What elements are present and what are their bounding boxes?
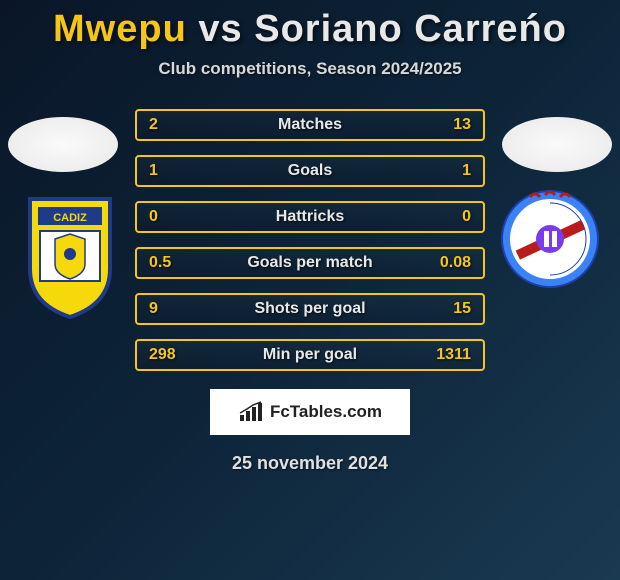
stat-label: Goals	[288, 162, 332, 180]
stat-left-value: 0.5	[149, 254, 189, 272]
stat-label: Hattricks	[276, 208, 344, 226]
stat-right-value: 0.08	[431, 254, 471, 272]
stat-row-gpm: 0.5 Goals per match 0.08	[135, 247, 485, 279]
player1-name: Mwepu	[53, 8, 187, 50]
subtitle: Club competitions, Season 2024/2025	[0, 59, 620, 79]
club-badge-right	[500, 189, 600, 319]
stat-left-value: 0	[149, 208, 189, 226]
main-area: CADIZ 2 Matches 13 1 Goals 1	[0, 109, 620, 371]
stats-column: 2 Matches 13 1 Goals 1 0 Hattricks 0 0.5…	[135, 109, 485, 371]
chart-icon	[238, 401, 264, 423]
deportivo-badge-icon	[500, 189, 600, 289]
stat-label: Matches	[278, 116, 342, 134]
stat-right-value: 13	[431, 116, 471, 134]
vs-separator: vs	[198, 8, 242, 50]
club-badge-left: CADIZ	[20, 189, 120, 319]
stat-label: Min per goal	[263, 346, 357, 364]
stat-row-mpg: 298 Min per goal 1311	[135, 339, 485, 371]
player1-avatar	[8, 117, 118, 172]
svg-text:CADIZ: CADIZ	[53, 212, 87, 224]
stat-left-value: 9	[149, 300, 189, 318]
stat-row-matches: 2 Matches 13	[135, 109, 485, 141]
player2-name: Soriano Carreńo	[254, 8, 567, 50]
stat-left-value: 2	[149, 116, 189, 134]
stat-left-value: 298	[149, 346, 189, 364]
stat-row-goals: 1 Goals 1	[135, 155, 485, 187]
stat-right-value: 0	[431, 208, 471, 226]
player2-avatar	[502, 117, 612, 172]
cadiz-shield-icon: CADIZ	[20, 189, 120, 319]
date: 25 november 2024	[0, 453, 620, 474]
stat-row-hattricks: 0 Hattricks 0	[135, 201, 485, 233]
comparison-title: Mwepu vs Soriano Carreńo	[0, 0, 620, 51]
stat-right-value: 1311	[431, 346, 471, 364]
stat-right-value: 15	[431, 300, 471, 318]
stat-left-value: 1	[149, 162, 189, 180]
brand-text: FcTables.com	[270, 402, 382, 422]
stat-right-value: 1	[431, 162, 471, 180]
stat-label: Goals per match	[247, 254, 372, 272]
stat-row-spg: 9 Shots per goal 15	[135, 293, 485, 325]
stat-label: Shots per goal	[254, 300, 365, 318]
brand-badge[interactable]: FcTables.com	[210, 389, 410, 435]
